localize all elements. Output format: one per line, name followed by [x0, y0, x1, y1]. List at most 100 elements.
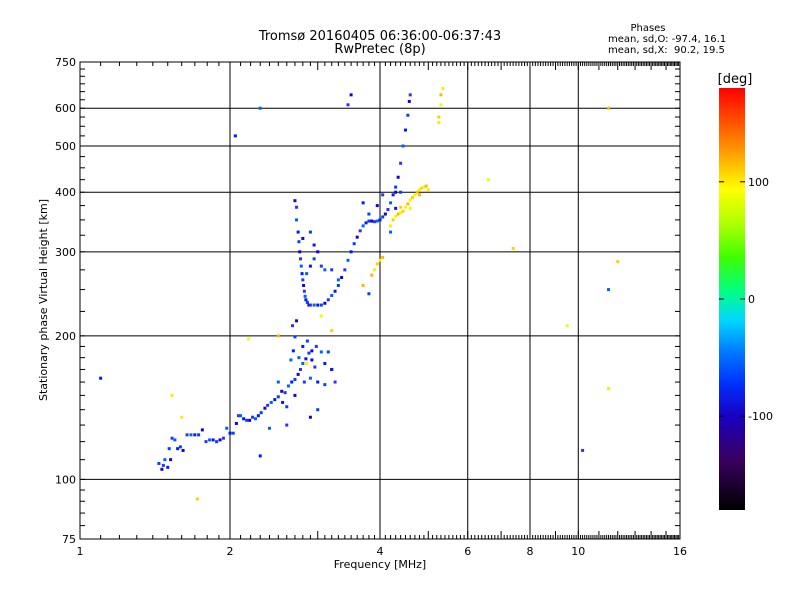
o-mode-point	[310, 358, 314, 362]
x-axis-label: Frequency [MHz]	[334, 558, 426, 571]
x-mode-point	[373, 268, 377, 272]
o-mode-point	[333, 289, 337, 293]
o-mode-point	[391, 193, 395, 197]
x-mode-point	[424, 184, 428, 188]
o-mode-point	[319, 350, 323, 354]
o-mode-point	[176, 447, 180, 451]
o-mode-point	[281, 400, 285, 404]
o-mode-point	[263, 406, 267, 410]
x-mode-point	[417, 193, 421, 197]
o-mode-point	[221, 436, 225, 440]
o-mode-point	[301, 278, 305, 282]
x-mode-point	[439, 103, 443, 107]
o-mode-point	[178, 445, 182, 449]
o-mode-point	[295, 205, 299, 209]
o-mode-point	[403, 128, 407, 132]
x-mode-point	[330, 329, 334, 333]
o-mode-point	[239, 414, 243, 418]
o-mode-point	[299, 264, 303, 268]
o-mode-point	[367, 292, 371, 296]
o-mode-point	[375, 219, 379, 223]
o-mode-point	[308, 415, 312, 419]
o-mode-point	[343, 268, 347, 272]
o-mode-point	[308, 376, 312, 380]
o-mode-point	[293, 377, 297, 381]
x-mode-point	[422, 185, 426, 189]
o-mode-point	[285, 405, 289, 409]
o-mode-point	[236, 414, 240, 418]
o-mode-point	[361, 201, 365, 205]
y-tick-label: 750	[55, 56, 76, 69]
o-mode-point	[290, 380, 294, 384]
o-mode-point	[406, 113, 410, 117]
o-mode-point	[333, 380, 337, 384]
x-mode-point	[180, 415, 184, 419]
y-tick-label: 75	[62, 533, 76, 546]
o-mode-point	[381, 193, 385, 197]
o-mode-point	[307, 351, 311, 355]
o-mode-point	[293, 393, 297, 397]
o-mode-point	[336, 283, 340, 287]
o-mode-point	[225, 426, 229, 430]
o-mode-point	[228, 431, 232, 435]
o-mode-point	[173, 438, 177, 442]
o-mode-point	[319, 303, 323, 307]
x-mode-point	[170, 393, 174, 397]
o-mode-point	[364, 221, 368, 225]
o-mode-point	[358, 229, 362, 233]
colorbar: [deg] 100 0 -100	[718, 72, 773, 510]
o-mode-point	[326, 350, 330, 354]
o-mode-point	[408, 93, 412, 97]
y-tick-label: 100	[55, 473, 76, 486]
o-mode-point	[161, 463, 165, 467]
o-mode-point	[301, 236, 305, 240]
o-mode-point	[314, 344, 318, 348]
y-tick-label: 300	[55, 246, 76, 259]
o-mode-point	[157, 461, 161, 465]
o-mode-point	[330, 367, 334, 371]
x-mode-point	[437, 121, 441, 125]
x-mode-point	[391, 218, 395, 222]
o-mode-point	[383, 212, 387, 216]
x-mode-point	[375, 262, 379, 266]
x-mode-point	[408, 198, 412, 202]
x-mode-point	[399, 211, 403, 215]
x-mode-point	[381, 255, 385, 259]
o-mode-point	[200, 428, 204, 432]
colorbar-title: [deg]	[718, 72, 753, 87]
o-mode-point	[293, 335, 297, 339]
o-mode-point	[256, 414, 260, 418]
o-mode-point	[251, 415, 255, 419]
o-mode-point	[313, 365, 317, 369]
o-mode-point	[280, 389, 284, 393]
o-mode-point	[295, 319, 299, 323]
o-mode-point	[215, 440, 219, 444]
o-mode-point	[389, 230, 393, 234]
x-mode-point	[276, 334, 280, 338]
o-mode-point	[283, 391, 287, 395]
x-mode-point	[403, 205, 407, 209]
o-mode-point	[291, 324, 295, 328]
o-mode-point	[285, 423, 289, 427]
o-mode-point	[381, 215, 385, 219]
axis-ticks	[79, 61, 681, 540]
o-mode-point	[273, 398, 277, 402]
x-tick-label: 6	[464, 545, 471, 558]
o-mode-point	[302, 289, 306, 293]
o-mode-point	[296, 230, 300, 234]
o-mode-point	[218, 438, 222, 442]
o-mode-point	[361, 224, 365, 228]
o-mode-point	[346, 103, 350, 107]
o-mode-point	[276, 395, 280, 399]
o-mode-point	[367, 212, 371, 216]
o-mode-point	[301, 344, 305, 348]
o-mode-point	[581, 448, 585, 452]
o-mode-point	[204, 440, 208, 444]
x-mode-point	[441, 86, 445, 90]
x-mode-point	[511, 246, 515, 250]
o-mode-point	[308, 264, 312, 268]
o-mode-point	[394, 190, 398, 194]
o-mode-point	[399, 190, 403, 194]
o-mode-point	[375, 204, 379, 208]
